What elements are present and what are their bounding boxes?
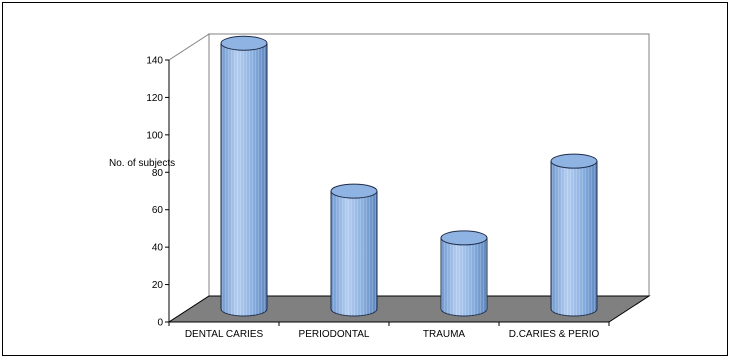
bar-chart: 0 20 40 60 80 100 120 140 DENTAL CARIES PERIODON… xyxy=(146,33,651,340)
bar xyxy=(550,153,598,317)
y-tick-label: 140 xyxy=(146,56,163,67)
bar xyxy=(330,183,378,317)
y-axis: 0 20 40 60 80 100 120 140 xyxy=(146,56,170,329)
y-tick-label: 0 xyxy=(157,318,163,329)
x-tick-label: TRAUMA xyxy=(423,329,466,340)
y-tick-label: 60 xyxy=(152,205,164,216)
bar-top xyxy=(550,153,598,169)
chart-walls xyxy=(167,33,651,323)
bar-texture xyxy=(221,43,267,316)
y-tick-label: 40 xyxy=(152,243,164,254)
bars xyxy=(220,35,598,317)
side-wall xyxy=(168,33,210,323)
bar-top xyxy=(440,230,488,246)
bar xyxy=(440,230,488,317)
bar-texture xyxy=(551,161,597,316)
y-tick-label: 120 xyxy=(146,93,163,104)
bar xyxy=(220,35,268,317)
y-tick-label: 80 xyxy=(152,168,164,179)
bar-top xyxy=(330,183,378,199)
y-axis-label: No. of subjects xyxy=(109,158,176,169)
y-tick-label: 20 xyxy=(152,280,164,291)
bar-texture xyxy=(441,237,487,316)
x-tick-label: D.CARIES & PERIO xyxy=(509,329,600,340)
x-tick-label: DENTAL CARIES xyxy=(185,329,264,340)
bar-top xyxy=(220,35,268,51)
x-tick-label: PERIODONTAL xyxy=(299,329,370,340)
x-axis: DENTAL CARIES PERIODONTAL TRAUMA D.CARIES &… xyxy=(168,321,610,340)
bar-texture xyxy=(331,191,377,316)
y-tick-label: 100 xyxy=(146,130,163,141)
